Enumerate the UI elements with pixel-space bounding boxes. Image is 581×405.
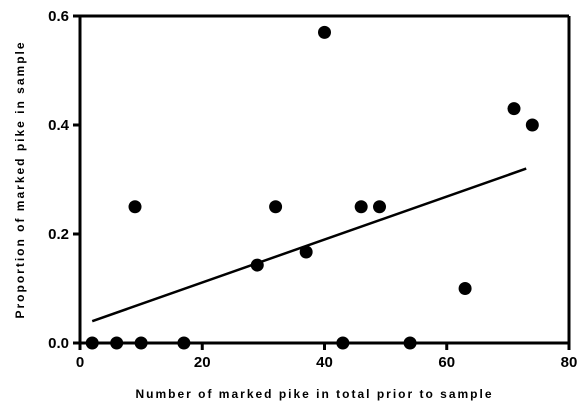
data-point [507,102,521,116]
data-point [373,200,387,214]
x-tick-label: 40 [316,354,333,371]
data-point [336,336,350,350]
x-axis-title: Number of marked pike in total prior to … [135,387,493,401]
x-tick-label: 60 [438,354,455,371]
x-tick-label: 20 [194,354,211,371]
axes [78,14,571,345]
data-point [525,118,539,132]
x-tick-label: 80 [561,354,578,371]
data-point [318,25,331,39]
y-tick-label: 0.2 [48,226,69,243]
data-point [250,258,264,272]
x-ticks: 0 20 40 60 80 [76,343,578,371]
data-point [177,336,191,350]
data-point [110,336,124,350]
data-point [458,282,472,295]
x-tick-label: 0 [76,354,84,371]
y-tick-label: 0.4 [48,117,70,134]
data-points [85,25,539,350]
data-point [85,336,99,350]
data-point [403,336,417,350]
data-point [269,200,283,214]
y-ticks: 0.0 0.2 0.4 0.6 [48,8,80,352]
data-point [134,336,148,350]
y-axis-title: Proportion of marked pike in sample [13,40,27,318]
data-point [299,245,313,259]
y-tick-label: 0.0 [48,335,69,352]
data-point [354,200,368,214]
data-point [128,200,142,214]
y-tick-label: 0.6 [48,8,69,25]
trend-line [91,167,527,323]
